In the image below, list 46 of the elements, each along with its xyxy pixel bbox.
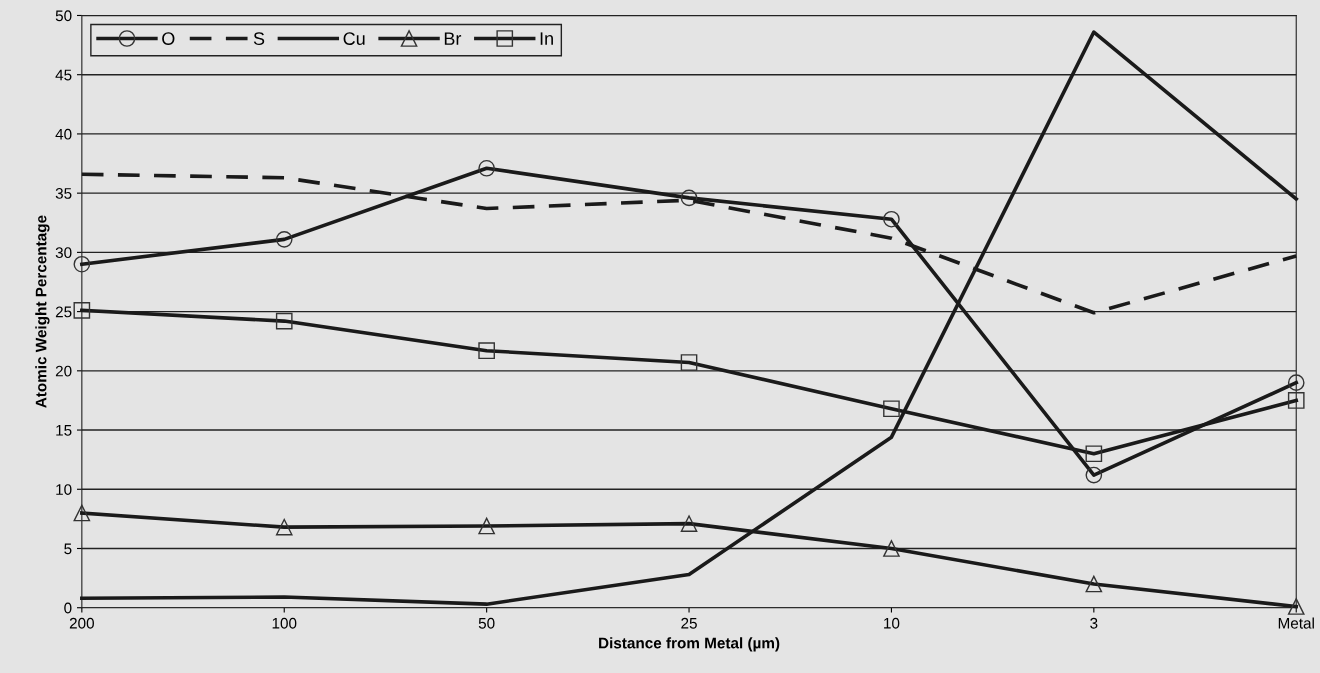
point [680, 189, 698, 207]
point [883, 540, 900, 557]
point [1085, 466, 1103, 484]
y-tick-label: 35 [55, 188, 72, 199]
x-tick-label: 10 [884, 617, 900, 629]
x-tick-label: Metal [1278, 617, 1314, 629]
point [883, 210, 900, 228]
point [275, 231, 293, 248]
y-tick-label: 50 [55, 10, 72, 22]
point [680, 354, 698, 371]
y-axis-title: Atomic Weight Percentage [35, 215, 50, 408]
y-tick-label: 40 [55, 128, 72, 140]
x-tick-label: 3 [1090, 617, 1098, 629]
legend-label: In [540, 32, 553, 45]
x-axis-title: Distance from Metal (µm) [599, 637, 780, 652]
x-tick-label: 200 [69, 617, 94, 629]
y-tick-label: 45 [55, 69, 72, 81]
point [73, 302, 91, 319]
legend-label: O [162, 32, 175, 45]
y-tick-label: 30 [55, 247, 72, 259]
point [478, 342, 495, 360]
point [73, 504, 91, 522]
y-tick-label: 25 [55, 306, 72, 318]
point [1085, 575, 1103, 593]
y-tick-label: 5 [64, 543, 72, 555]
legend-label: S [253, 32, 265, 45]
point [275, 312, 293, 330]
point [478, 517, 495, 535]
point [883, 400, 900, 418]
legend-label: Cu [343, 32, 365, 45]
y-tick-label: 20 [55, 365, 72, 377]
legend-label: Br [444, 32, 462, 45]
point [1287, 374, 1305, 392]
point [275, 518, 293, 536]
point [680, 515, 698, 532]
y-tick-label: 10 [56, 484, 72, 495]
point [73, 255, 91, 273]
point [1287, 392, 1305, 409]
x-tick-label: 50 [478, 617, 495, 629]
x-tick-label: 25 [681, 617, 697, 629]
y-tick-label: 15 [56, 425, 72, 436]
point [478, 159, 495, 177]
point [1287, 598, 1305, 615]
point [1085, 445, 1103, 463]
y-tick-label: 0 [64, 602, 72, 614]
x-tick-label: 100 [272, 617, 297, 629]
